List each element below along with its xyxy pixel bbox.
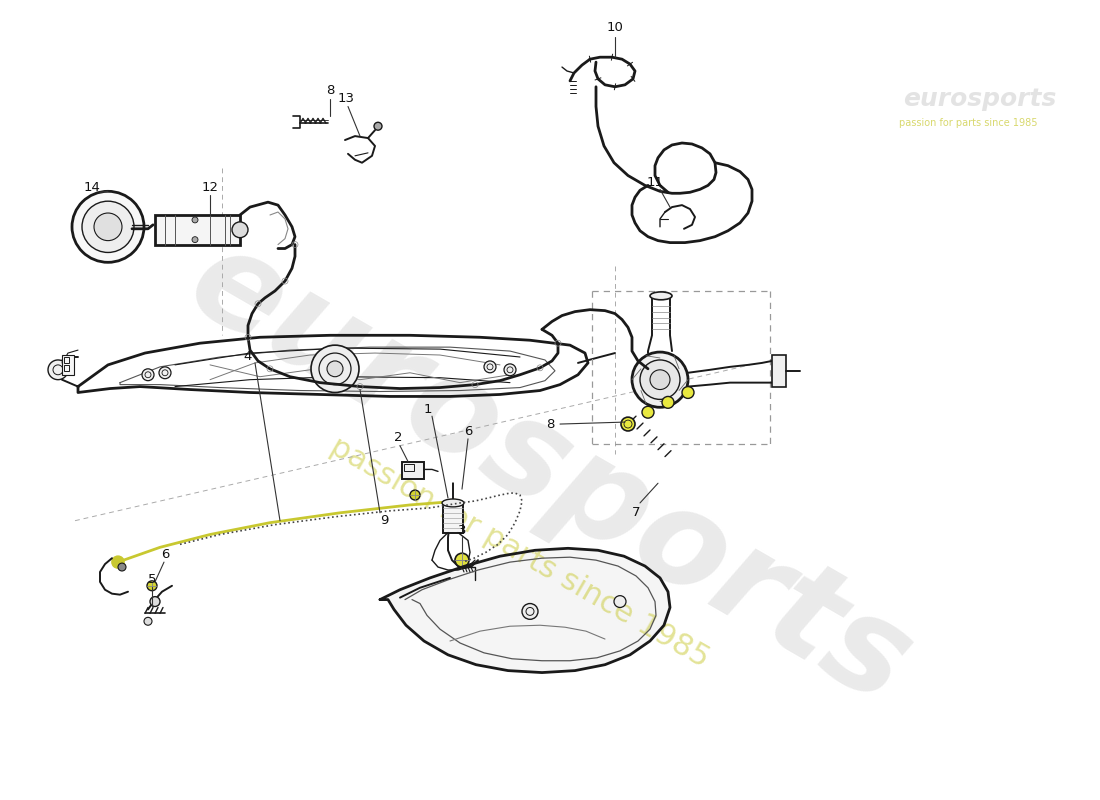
Circle shape xyxy=(72,191,144,262)
Circle shape xyxy=(94,213,122,241)
Circle shape xyxy=(112,556,124,568)
Circle shape xyxy=(642,406,654,418)
Circle shape xyxy=(144,618,152,626)
Ellipse shape xyxy=(650,292,672,300)
Circle shape xyxy=(147,581,157,590)
Bar xyxy=(155,215,240,245)
Circle shape xyxy=(621,417,635,431)
Circle shape xyxy=(455,554,469,567)
Bar xyxy=(772,355,786,386)
Circle shape xyxy=(150,597,160,606)
Text: 8: 8 xyxy=(546,418,554,430)
Bar xyxy=(404,463,414,471)
Circle shape xyxy=(614,596,626,607)
Text: 1: 1 xyxy=(424,402,432,416)
Circle shape xyxy=(662,397,674,408)
Bar xyxy=(64,365,69,371)
Text: 6: 6 xyxy=(161,548,169,561)
Text: 11: 11 xyxy=(647,176,663,189)
Circle shape xyxy=(82,201,134,253)
Text: 7: 7 xyxy=(631,506,640,519)
Circle shape xyxy=(682,386,694,398)
Circle shape xyxy=(160,367,170,378)
Text: 4: 4 xyxy=(244,350,252,363)
Circle shape xyxy=(118,563,127,571)
Text: 10: 10 xyxy=(606,21,624,34)
Circle shape xyxy=(410,490,420,500)
Text: 12: 12 xyxy=(201,181,219,194)
Text: 6: 6 xyxy=(464,426,472,438)
Bar xyxy=(62,355,74,374)
Circle shape xyxy=(142,369,154,381)
Bar xyxy=(402,462,424,479)
Text: eurosports: eurosports xyxy=(167,216,933,731)
Circle shape xyxy=(327,361,343,377)
Circle shape xyxy=(632,352,688,407)
Text: 8: 8 xyxy=(326,84,334,98)
Text: eurosports: eurosports xyxy=(903,86,1057,110)
Circle shape xyxy=(232,222,248,238)
Text: 14: 14 xyxy=(84,181,100,194)
Circle shape xyxy=(192,217,198,223)
Circle shape xyxy=(48,360,68,380)
Circle shape xyxy=(311,345,359,393)
Bar xyxy=(64,357,69,363)
Circle shape xyxy=(484,361,496,373)
Ellipse shape xyxy=(442,499,464,507)
Text: passion for parts since 1985: passion for parts since 1985 xyxy=(899,118,1037,128)
Circle shape xyxy=(522,603,538,619)
Text: 2: 2 xyxy=(394,431,403,444)
Bar xyxy=(443,503,463,533)
Text: 13: 13 xyxy=(338,92,354,105)
Circle shape xyxy=(504,364,516,376)
Circle shape xyxy=(192,237,198,242)
Text: 9: 9 xyxy=(379,514,388,527)
Circle shape xyxy=(374,122,382,130)
Circle shape xyxy=(650,370,670,390)
Text: 5: 5 xyxy=(147,574,156,586)
Circle shape xyxy=(640,360,680,399)
Text: 3: 3 xyxy=(458,524,466,537)
Polygon shape xyxy=(379,548,670,673)
Text: passion for parts since 1985: passion for parts since 1985 xyxy=(326,431,715,673)
